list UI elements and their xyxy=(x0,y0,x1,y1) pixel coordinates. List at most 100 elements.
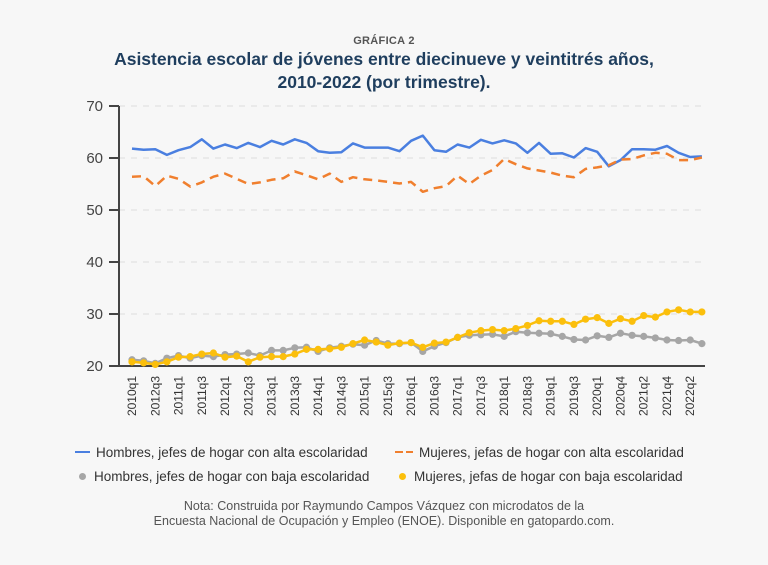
data-point xyxy=(558,332,566,340)
y-tick-label: 70 xyxy=(86,98,103,115)
x-tick-label: 2014q3 xyxy=(334,376,348,416)
series-line-0 xyxy=(131,134,702,168)
data-point xyxy=(547,317,555,325)
legend-item-mujeres-baja: Mujeres, jefas de hogar con baja escolar… xyxy=(395,469,683,484)
data-point xyxy=(477,327,485,335)
data-point xyxy=(686,336,694,344)
x-tick-label: 2021q4 xyxy=(660,376,674,416)
data-point xyxy=(500,332,508,340)
data-point xyxy=(337,343,345,351)
x-tick-label: 2021q2 xyxy=(637,376,651,416)
x-tick-label: 2013q3 xyxy=(288,376,302,416)
note-line1: Nota: Construida por Raymundo Campos Váz… xyxy=(183,499,585,513)
x-axis: 2010q1 2012q3 2011q1 2011q3 2012q1 2012q3 2013… xyxy=(109,365,705,416)
y-tick-label: 30 xyxy=(86,306,103,323)
data-point xyxy=(593,332,601,340)
data-point xyxy=(698,308,706,316)
data-point xyxy=(267,353,276,361)
legend-item-hombres-alta: Hombres, jefes de hogar con alta escolar… xyxy=(75,445,395,460)
gridlines xyxy=(119,105,705,315)
data-point xyxy=(605,319,613,327)
data-point xyxy=(128,358,136,366)
x-tick-label: 2019q1 xyxy=(544,376,558,416)
data-point xyxy=(570,320,578,328)
data-point xyxy=(512,324,520,333)
data-point xyxy=(616,315,625,323)
data-point xyxy=(640,311,648,320)
x-tick-label: 2013q1 xyxy=(265,376,279,416)
legend-item-hombres-baja: Hombres, jefes de hogar con baja escolar… xyxy=(75,469,395,484)
data-point xyxy=(698,340,706,348)
data-point xyxy=(151,360,159,369)
x-tick-label: 2018q1 xyxy=(497,376,511,416)
data-point xyxy=(523,321,532,330)
data-point xyxy=(570,335,578,344)
data-point xyxy=(547,330,555,338)
data-point xyxy=(256,353,264,361)
data-point xyxy=(523,329,532,337)
x-tick-label: 2015q1 xyxy=(358,376,372,416)
data-point xyxy=(651,313,659,321)
data-point xyxy=(675,336,683,345)
yellow-dot-swatch-icon xyxy=(399,472,406,480)
data-point xyxy=(616,329,625,337)
x-tick-label: 2022q2 xyxy=(683,376,697,416)
x-tick-label: 2012q3 xyxy=(148,376,162,416)
data-point xyxy=(279,353,287,361)
data-point xyxy=(535,317,543,325)
data-point xyxy=(361,336,369,344)
data-point xyxy=(419,343,427,351)
chart-title-line2: 2010-2022 (por trimestre). xyxy=(277,72,491,92)
legend-item-mujeres-alta: Mujeres, jefas de hogar con alta escolar… xyxy=(395,445,684,460)
data-point xyxy=(233,352,241,360)
gray-dot-swatch-icon xyxy=(79,472,86,480)
data-point xyxy=(163,358,171,366)
data-point xyxy=(221,353,229,361)
x-tick-label: 2020q4 xyxy=(613,376,627,416)
chart-title: Asistencia escolar de jóvenes entre diec… xyxy=(0,48,768,94)
data-point xyxy=(628,317,636,325)
legend-label: Hombres, jefes de hogar con baja escolar… xyxy=(94,468,370,484)
data-point xyxy=(675,306,683,314)
chart-title-line1: Asistencia escolar de jóvenes entre diec… xyxy=(114,49,654,69)
x-tick-label: 2011q3 xyxy=(195,376,209,415)
data-point xyxy=(430,339,438,347)
data-point xyxy=(488,326,497,334)
data-point xyxy=(291,350,299,358)
y-tick-label: 40 xyxy=(86,254,103,271)
y-tick-label: 50 xyxy=(86,202,103,219)
data-point xyxy=(244,358,252,366)
legend-label: Mujeres, jefas de hogar con alta escolar… xyxy=(419,444,684,460)
y-tick-label: 20 xyxy=(86,358,103,375)
x-tick-label: 2017q1 xyxy=(451,376,465,416)
data-point xyxy=(605,333,613,341)
data-point xyxy=(558,317,566,325)
data-point xyxy=(314,345,322,353)
data-point xyxy=(186,353,194,361)
series-line-1 xyxy=(131,151,703,194)
data-point xyxy=(581,315,590,323)
data-point xyxy=(198,350,206,358)
x-tick-label: 2012q1 xyxy=(218,376,232,416)
data-point xyxy=(140,359,148,367)
data-point xyxy=(454,333,462,341)
data-point xyxy=(361,341,369,349)
chart-kicker: GRÁFICA 2 xyxy=(353,35,415,47)
data-point xyxy=(302,345,311,353)
data-point xyxy=(384,341,392,349)
x-tick-label: 2016q3 xyxy=(427,376,441,416)
x-tick-label: 2018q3 xyxy=(520,376,534,416)
x-tick-label: 2014q1 xyxy=(311,376,325,416)
data-point xyxy=(291,344,299,352)
solid-line-swatch-icon xyxy=(75,451,90,453)
data-point xyxy=(349,340,357,348)
x-tick-label: 2019q3 xyxy=(567,376,581,416)
data-point xyxy=(640,332,648,340)
data-point xyxy=(535,329,543,337)
data-point xyxy=(267,346,276,354)
y-tick-label: 60 xyxy=(86,150,103,167)
data-point xyxy=(663,336,671,344)
data-point xyxy=(651,334,659,342)
data-point xyxy=(174,353,183,361)
